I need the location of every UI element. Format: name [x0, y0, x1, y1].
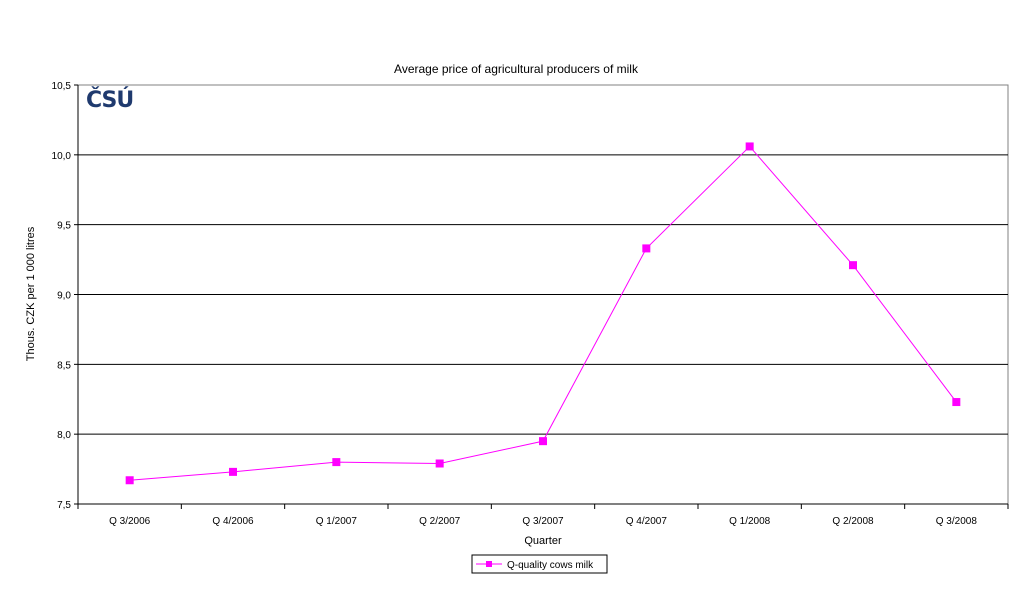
data-point-marker: [539, 437, 547, 446]
data-point-marker: [125, 476, 134, 485]
legend: Q-quality cows milk: [471, 554, 608, 574]
x-tick-label: Q 1/2007: [316, 516, 358, 527]
grid-lines: [78, 154, 1008, 435]
data-point-marker: [849, 261, 857, 270]
y-tick-label: 9,0: [57, 291, 71, 302]
data-point-marker: [952, 398, 961, 407]
series-markers: [125, 142, 961, 485]
logo-text: ČSÚ: [86, 87, 133, 113]
y-axis: 7,5 8,0 8,5 9,0 9,5 10,0 10,5: [52, 81, 79, 511]
y-tick-label: 10,0: [52, 151, 72, 162]
legend-label: Q-quality cows milk: [507, 560, 594, 571]
data-point-marker: [642, 244, 651, 253]
plot-area: 7,5 8,0 8,5 9,0 9,5 10,0 10,5 Q 3/2006 Q 4/2006…: [52, 81, 1009, 527]
data-point-marker: [332, 458, 341, 467]
y-tick-label: 7,5: [57, 500, 71, 511]
legend-box: [471, 554, 608, 574]
y-axis-label: Thous. CZK per 1 000 litres: [25, 226, 37, 361]
legend-marker-icon: [486, 561, 492, 567]
x-tick-label: Q 2/2008: [832, 516, 874, 527]
x-axis: Q 3/2006 Q 4/2006 Q 1/2007 Q 2/2007 Q 3/2007…: [77, 503, 1009, 527]
x-tick-label: Q 3/2007: [522, 516, 564, 527]
data-point-marker: [229, 467, 237, 476]
x-tick-label: Q 4/2007: [626, 516, 668, 527]
y-tick-label: 8,5: [57, 360, 71, 371]
y-tick-label: 10,5: [52, 81, 72, 92]
x-tick-label: Q 2/2007: [419, 516, 461, 527]
y-tick-label: 8,0: [57, 430, 71, 441]
data-point-marker: [435, 459, 444, 468]
x-tick-label: Q 4/2006: [212, 516, 254, 527]
data-point-marker: [745, 142, 754, 151]
y-tick-label: 9,5: [57, 221, 71, 232]
x-axis-label: Quarter: [524, 535, 562, 547]
csu-logo: ČSÚ: [86, 87, 134, 113]
x-tick-label: Q 3/2006: [109, 516, 151, 527]
x-tick-label: Q 3/2008: [936, 516, 978, 527]
x-tick-label: Q 1/2008: [729, 516, 771, 527]
chart-title: Average price of agricultural producers …: [394, 62, 639, 76]
